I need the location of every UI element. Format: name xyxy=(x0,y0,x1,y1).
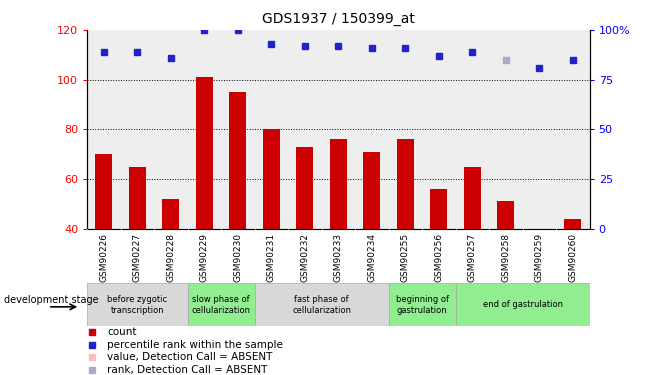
Bar xyxy=(129,166,146,229)
Text: GSM90230: GSM90230 xyxy=(233,233,243,282)
Text: end of gastrulation: end of gastrulation xyxy=(482,300,563,309)
Text: before zygotic
transcription: before zygotic transcription xyxy=(107,295,168,315)
Bar xyxy=(229,92,247,229)
Bar xyxy=(96,154,113,229)
Bar xyxy=(163,199,180,229)
Text: fast phase of
cellularization: fast phase of cellularization xyxy=(292,295,351,315)
Text: GSM90260: GSM90260 xyxy=(568,233,578,282)
Text: GSM90255: GSM90255 xyxy=(401,233,410,282)
Bar xyxy=(497,201,515,229)
Text: slow phase of
cellularization: slow phase of cellularization xyxy=(192,295,251,315)
Bar xyxy=(456,283,590,326)
Bar xyxy=(397,140,414,229)
Text: GSM90256: GSM90256 xyxy=(434,233,444,282)
Text: percentile rank within the sample: percentile rank within the sample xyxy=(107,340,283,350)
Bar xyxy=(431,189,448,229)
Title: GDS1937 / 150399_at: GDS1937 / 150399_at xyxy=(262,12,415,26)
Text: GSM90234: GSM90234 xyxy=(367,233,377,282)
Bar xyxy=(389,283,456,326)
Bar xyxy=(87,283,188,326)
Bar xyxy=(564,219,582,229)
Bar xyxy=(297,147,314,229)
Bar xyxy=(196,77,213,229)
Bar xyxy=(255,283,389,326)
Text: GSM90229: GSM90229 xyxy=(200,233,209,282)
Bar xyxy=(188,283,255,326)
Text: GSM90226: GSM90226 xyxy=(99,233,109,282)
Text: GSM90227: GSM90227 xyxy=(133,233,142,282)
Text: GSM90233: GSM90233 xyxy=(334,233,343,282)
Text: GSM90228: GSM90228 xyxy=(166,233,176,282)
Text: development stage: development stage xyxy=(5,294,99,304)
Bar xyxy=(464,166,481,229)
Text: count: count xyxy=(107,327,137,337)
Text: GSM90232: GSM90232 xyxy=(300,233,310,282)
Bar xyxy=(330,140,347,229)
Bar xyxy=(364,152,381,229)
Text: GSM90259: GSM90259 xyxy=(535,233,544,282)
Text: rank, Detection Call = ABSENT: rank, Detection Call = ABSENT xyxy=(107,365,267,375)
Text: beginning of
gastrulation: beginning of gastrulation xyxy=(395,295,449,315)
Text: GSM90257: GSM90257 xyxy=(468,233,477,282)
Text: GSM90231: GSM90231 xyxy=(267,233,276,282)
Text: value, Detection Call = ABSENT: value, Detection Call = ABSENT xyxy=(107,352,273,363)
Text: GSM90258: GSM90258 xyxy=(501,233,511,282)
Bar xyxy=(263,129,280,229)
